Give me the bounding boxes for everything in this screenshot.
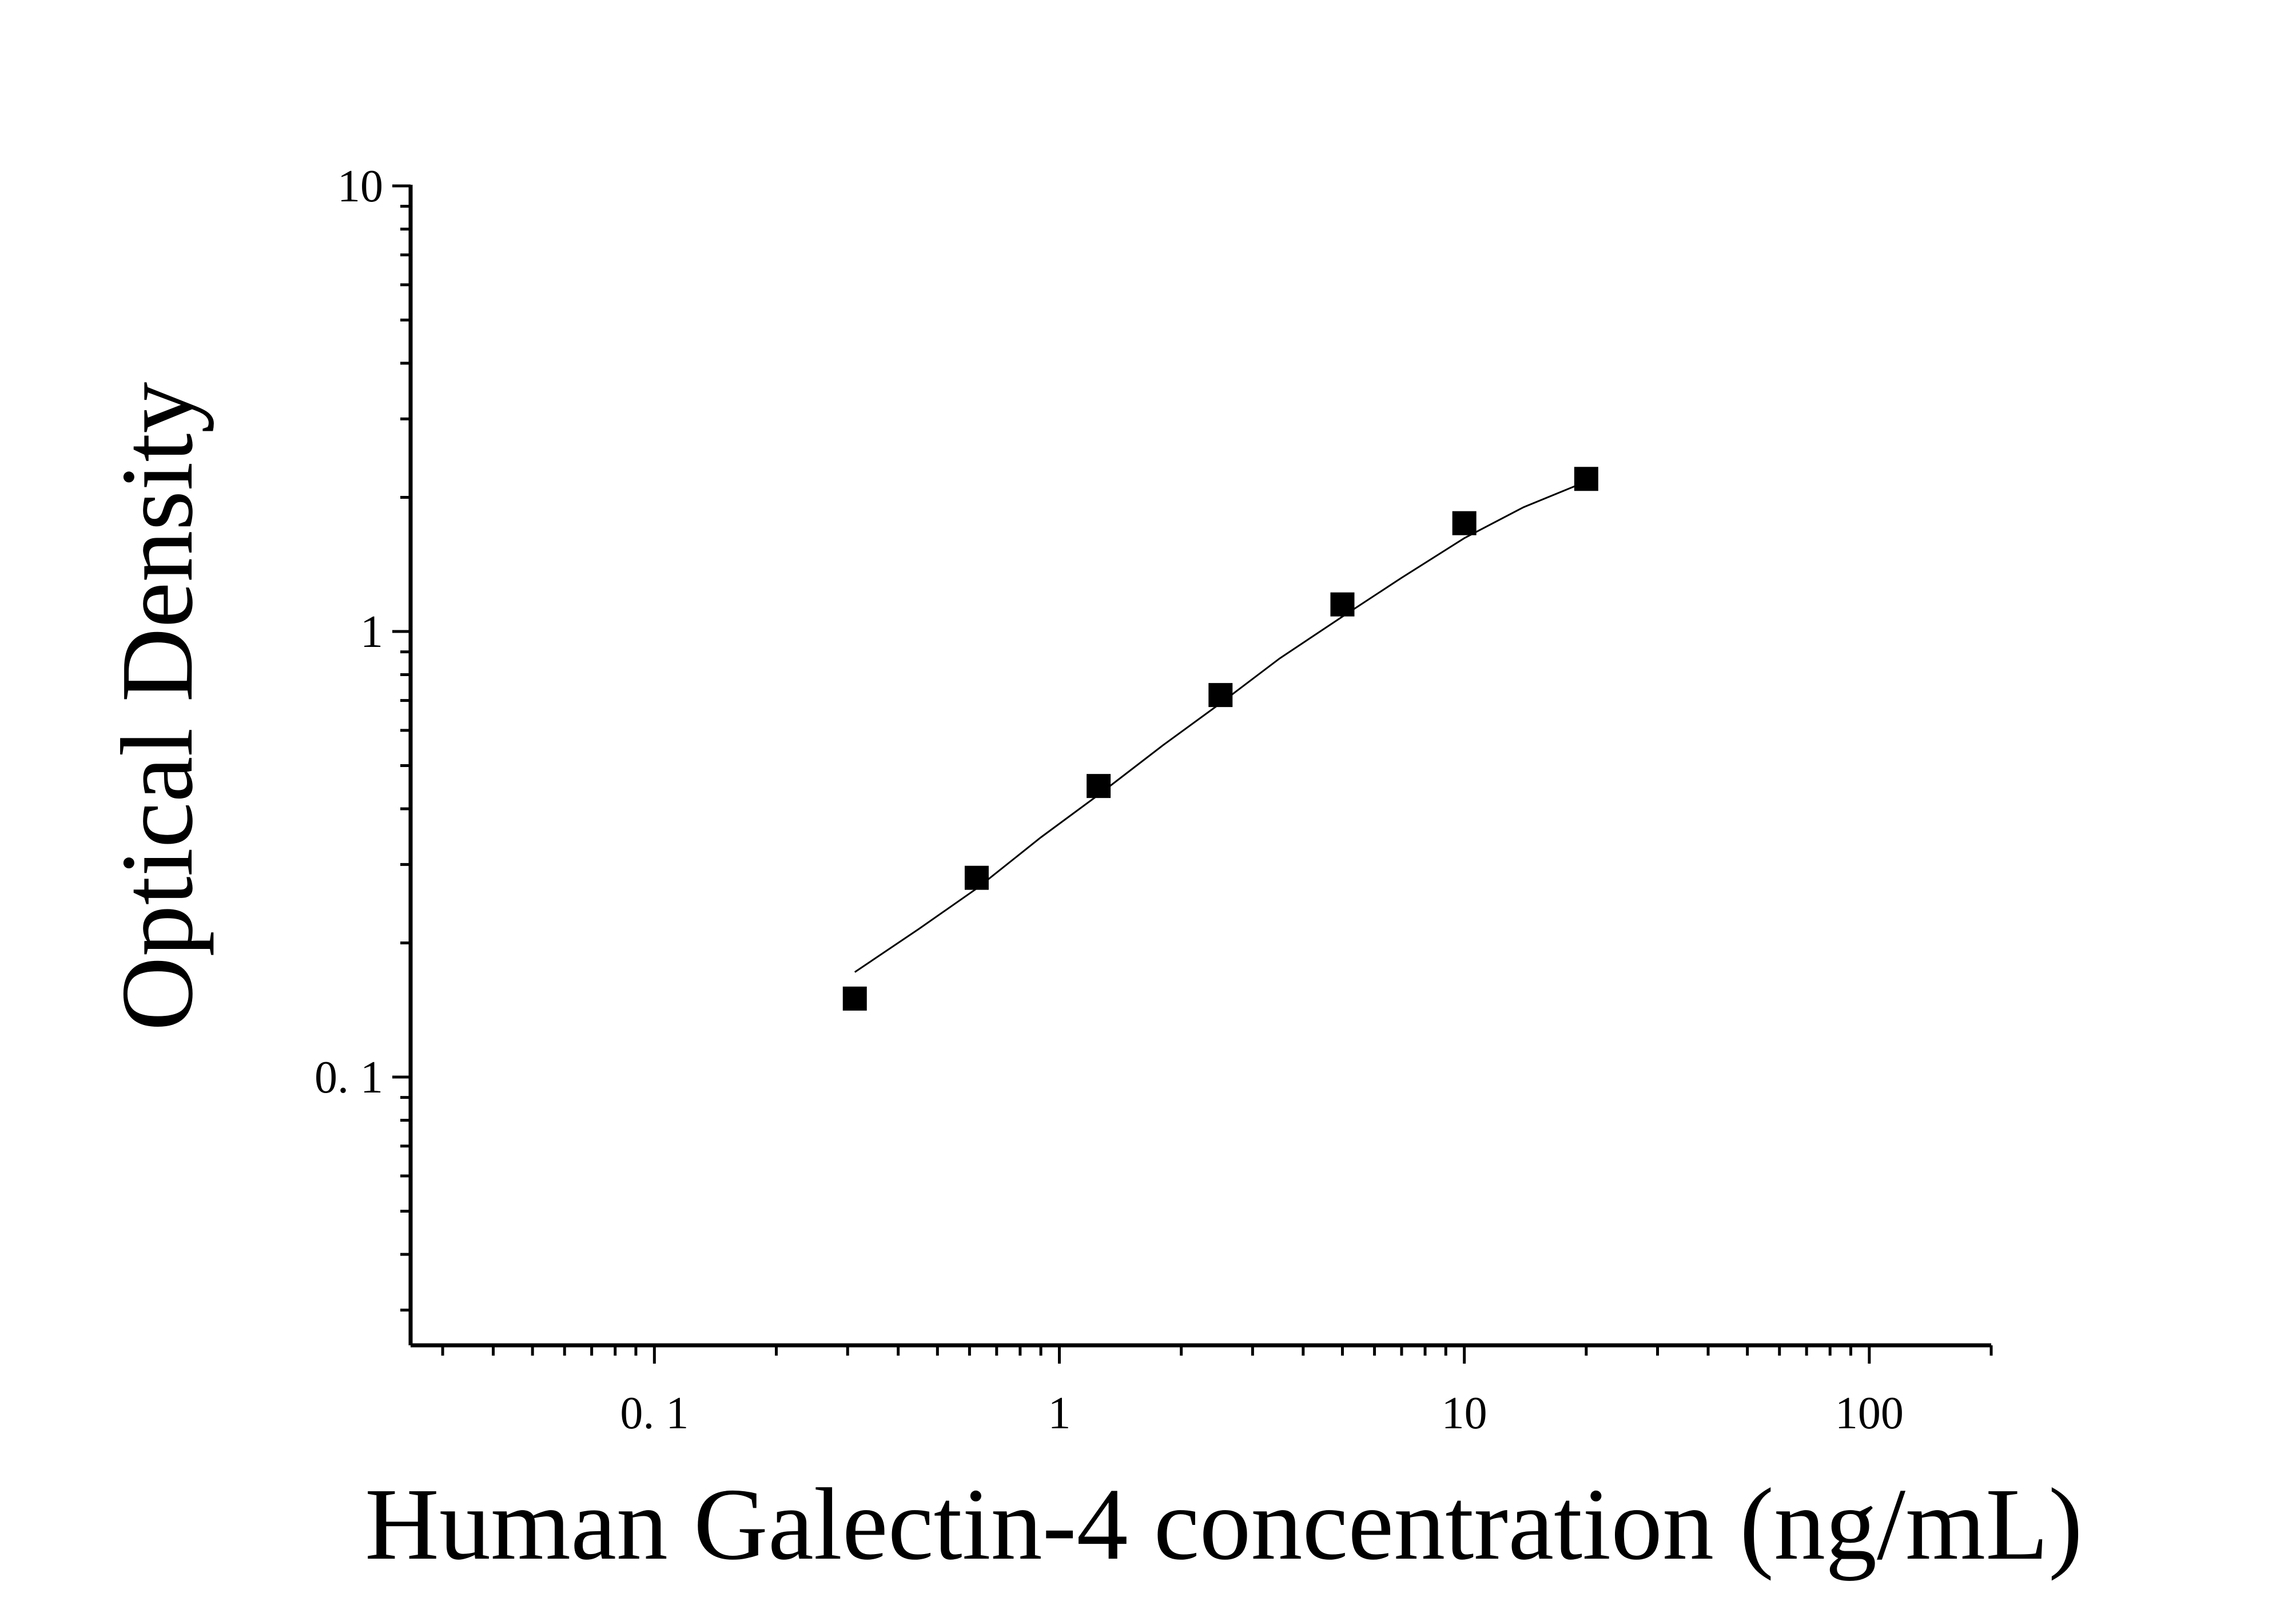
data-point xyxy=(1330,592,1355,617)
data-points-layer xyxy=(842,467,1598,1011)
fit-curve-layer xyxy=(854,480,1587,973)
x-tick-label: 0. 1 xyxy=(620,1388,689,1439)
y-axis-title: Optical Density xyxy=(100,382,214,1031)
axes xyxy=(392,184,1993,1364)
y-tick-label: 0. 1 xyxy=(315,1052,383,1103)
fit-curve xyxy=(854,480,1587,973)
data-point xyxy=(964,865,989,890)
y-tick-label: 10 xyxy=(337,161,383,212)
x-tick-label: 1 xyxy=(1048,1388,1071,1439)
x-tick-label: 100 xyxy=(1835,1388,1904,1439)
tick-labels-layer: 0. 1 1 10 100 0. 1 1 10 xyxy=(315,161,1904,1439)
data-point xyxy=(1574,467,1598,491)
data-point xyxy=(842,986,867,1011)
y-tick-label: 1 xyxy=(360,607,383,657)
x-axis-title: Human Galectin-4 concentration (ng/mL) xyxy=(365,1467,2083,1581)
data-point xyxy=(1087,774,1111,798)
data-point xyxy=(1452,511,1477,535)
data-point xyxy=(1208,683,1233,708)
x-tick-label: 10 xyxy=(1442,1388,1487,1439)
